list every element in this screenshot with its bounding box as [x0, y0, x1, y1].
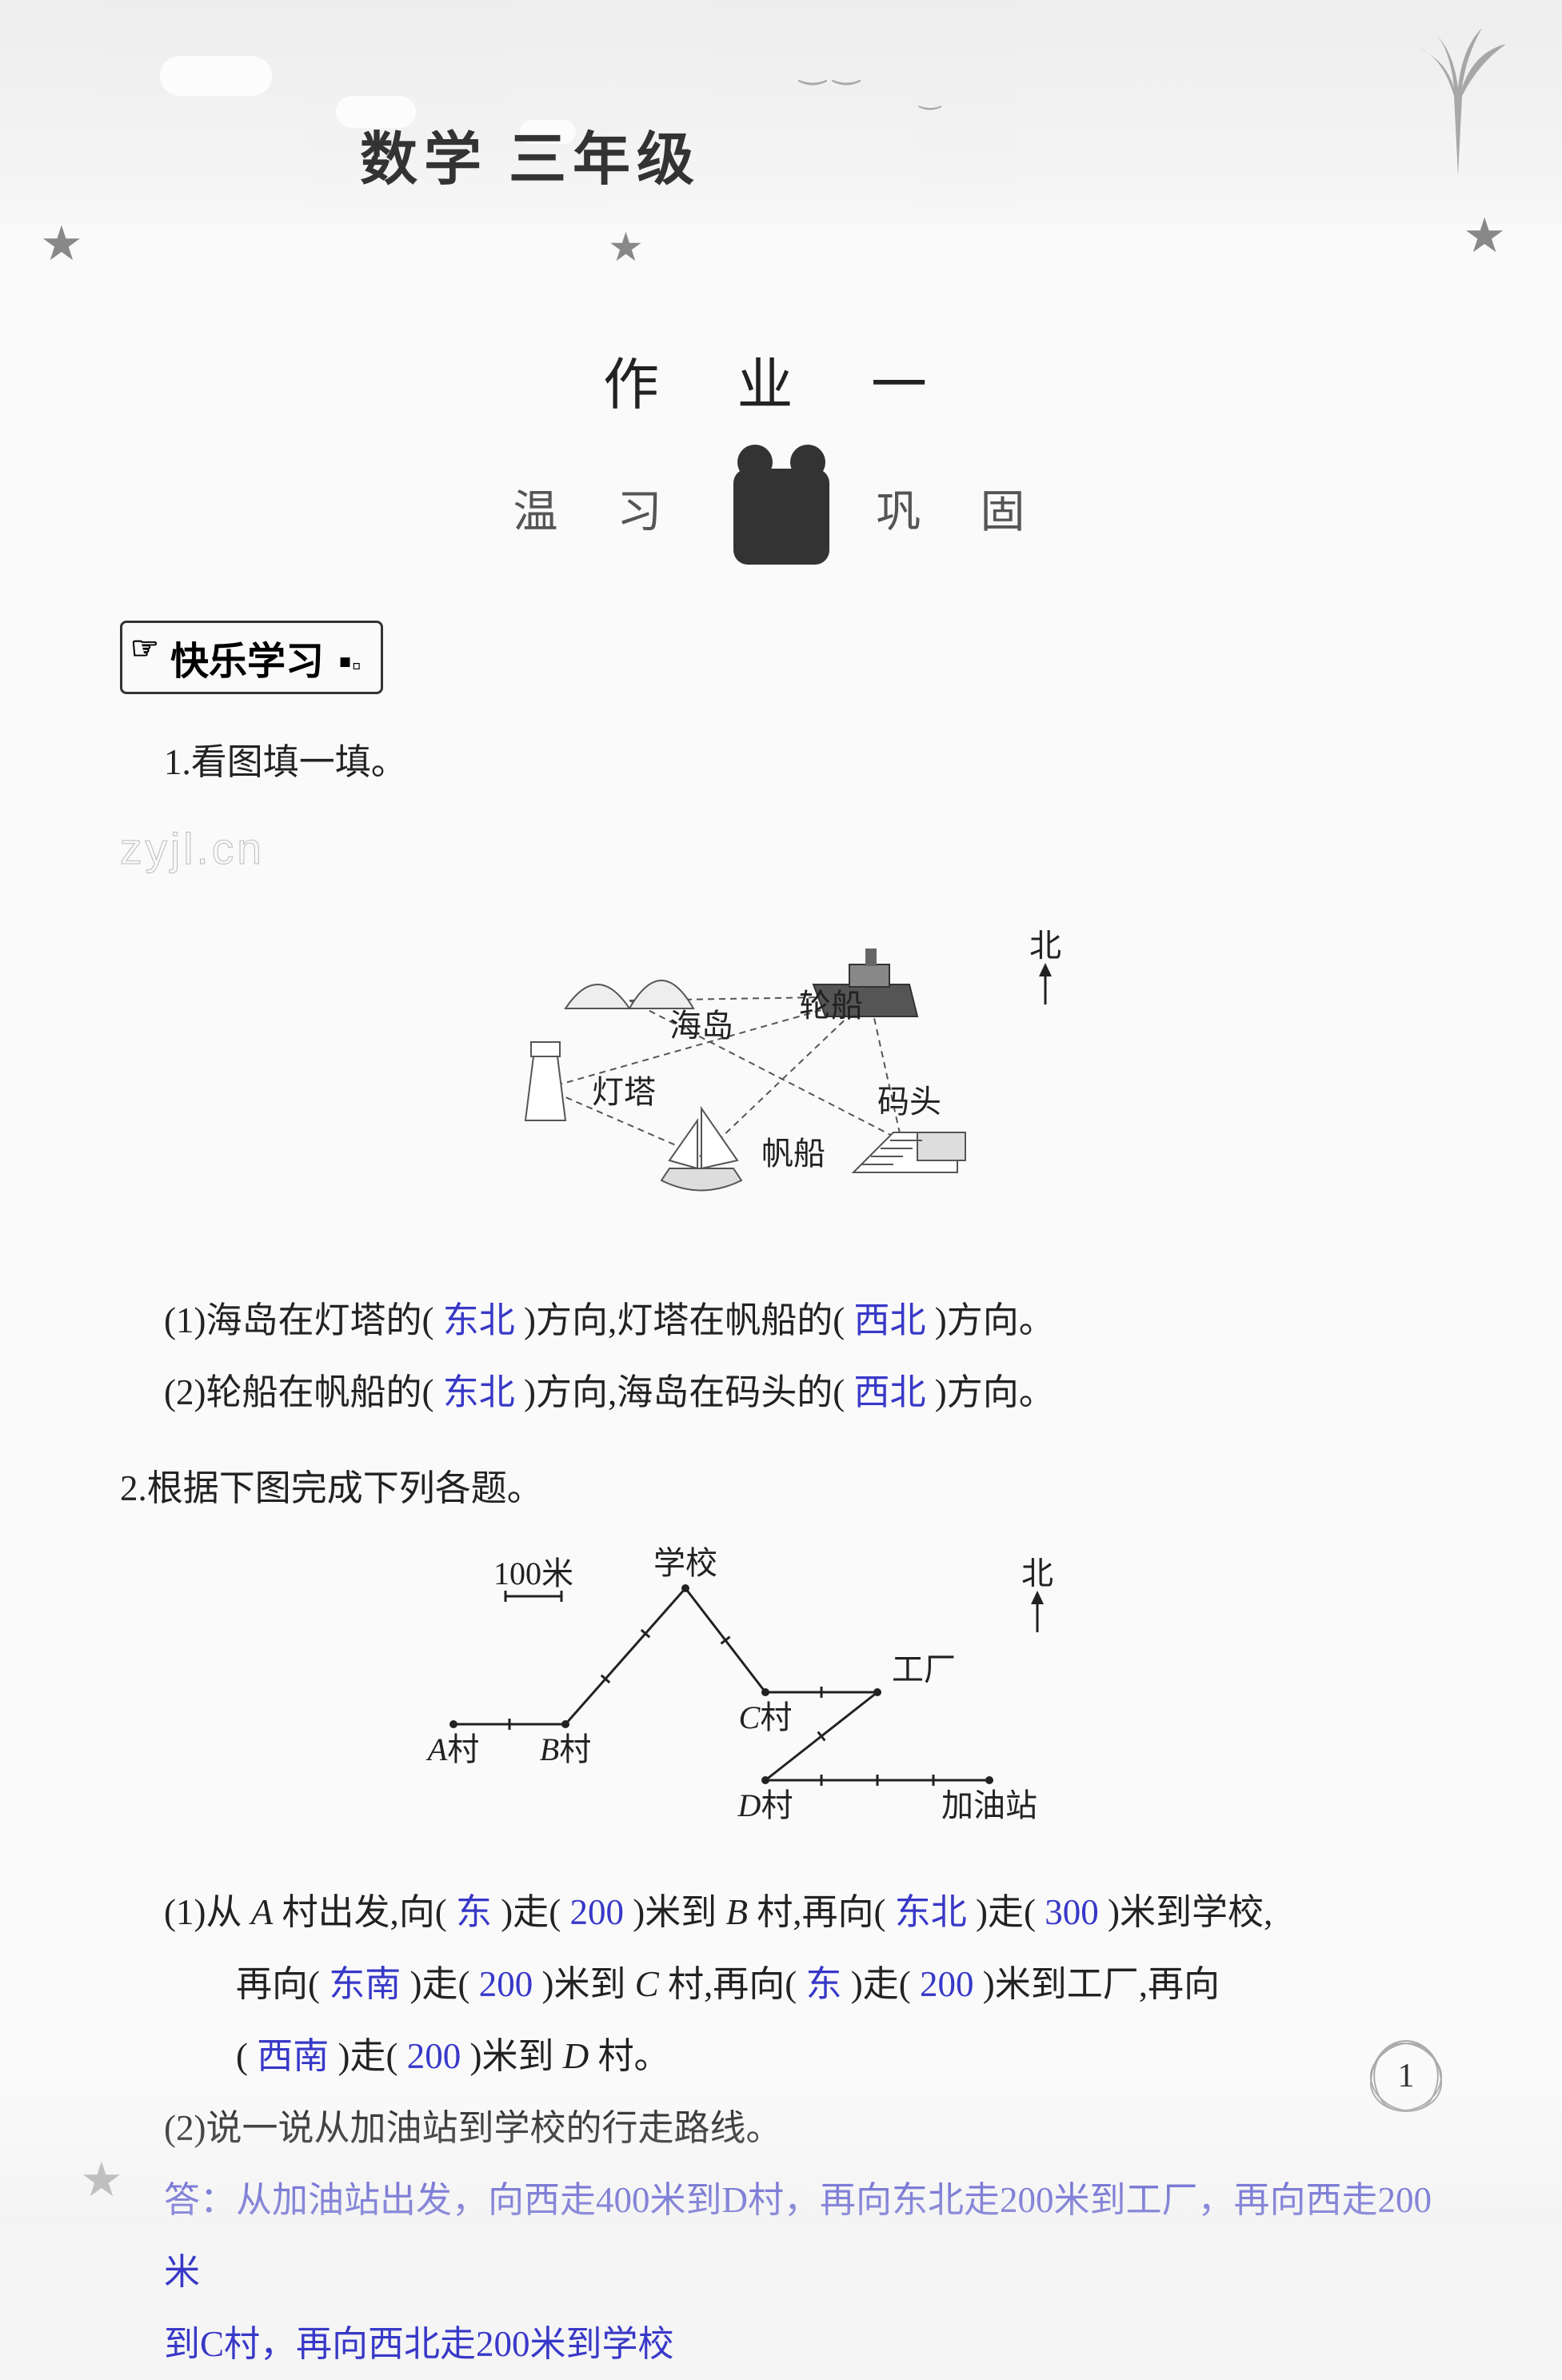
banner-left: 温 习	[513, 488, 686, 537]
q2-text: 根据下图完成下列各题。	[147, 1468, 543, 1508]
q1s1-prefix: (1)海岛在灯塔的(	[164, 1300, 443, 1340]
answer: 西南	[257, 2036, 329, 2076]
answer: 300	[1045, 1892, 1099, 1932]
map-diagram: 海岛灯塔帆船 轮船码头 北	[421, 908, 1141, 1244]
answer: 200	[479, 1964, 533, 2004]
q2-number: 2.	[120, 1468, 147, 1508]
bird-deco: ‿ ‿	[800, 48, 859, 86]
section-label: 快乐学习 ▪▫	[120, 621, 383, 694]
answer: 200	[407, 2036, 461, 2076]
text: )走(	[492, 1892, 569, 1932]
q1s1-ans2: 西北	[853, 1300, 925, 1340]
q1-sub1: (1)海岛在灯塔的( 东北 )方向,灯塔在帆船的( 西北 )方向。	[164, 1284, 1442, 1356]
text: (1)从	[164, 1892, 251, 1932]
north-label: 北	[1029, 928, 1061, 964]
text: )走(	[401, 1964, 478, 2004]
banner-right: 巩 固	[877, 488, 1049, 537]
svg-text:码头: 码头	[877, 1084, 941, 1120]
answer: 200	[920, 1964, 974, 2004]
svg-text:轮船: 轮船	[799, 988, 863, 1024]
q1-number: 1.	[164, 742, 191, 782]
q2-sub2-answer-line2: 到C村，再向西北走200米到学校	[164, 2308, 1442, 2380]
q1-sub2: (2)轮船在帆船的( 东北 )方向,海岛在码头的( 西北 )方向。	[164, 1356, 1442, 1428]
section-banner: 温 习 巩 固	[120, 469, 1442, 565]
scale-label: 100米	[493, 1555, 573, 1591]
star-deco: ★	[80, 2152, 123, 2208]
text: 村出发,向(	[273, 1892, 456, 1932]
q1-stem: 1.看图填一填。	[164, 726, 1442, 798]
answer: 200	[569, 1892, 624, 1932]
q1s1-ans1: 东北	[443, 1300, 515, 1340]
village-label: B	[725, 1892, 748, 1932]
answer: 东南	[329, 1964, 401, 2004]
text: 村,再向(	[659, 1964, 806, 2004]
svg-text:学校: 学校	[653, 1545, 717, 1581]
text: 再向(	[236, 1964, 329, 2004]
q2-sub1-line2: 再向( 东南 )走( 200 )米到 C 村,再向( 东 )走( 200 )米到…	[236, 1948, 1442, 2020]
village-label: D	[563, 2036, 589, 2076]
svg-text:加油站: 加油站	[941, 1787, 1037, 1823]
svg-text:C村: C村	[738, 1699, 792, 1735]
svg-text:D村: D村	[737, 1787, 793, 1823]
star-deco: ★	[40, 216, 83, 272]
q1s2-ans1: 东北	[443, 1372, 515, 1412]
assignment-title: 作 业 一	[120, 340, 1442, 421]
text: )米到	[624, 1892, 726, 1932]
text: )米到学校,	[1099, 1892, 1273, 1932]
answer: 东	[456, 1892, 492, 1932]
mascot-icon	[733, 469, 829, 565]
text: )米到	[461, 2036, 563, 2076]
text: 村。	[589, 2036, 669, 2076]
q1s2-prefix: (2)轮船在帆船的(	[164, 1372, 443, 1412]
star-deco: ★	[1463, 208, 1506, 264]
svg-text:A村: A村	[425, 1731, 478, 1767]
route-diagram: 100米 北 A村 B村 学校 C村 工厂 D村 加油站	[382, 1540, 1181, 1836]
village-label: A	[251, 1892, 274, 1932]
footer-decoration: ★	[0, 2080, 1562, 2224]
header-subject-grade: 数学 三年级	[360, 112, 1442, 196]
star-deco: ★	[608, 224, 644, 270]
text: )走(	[842, 1964, 920, 2004]
north-label-fig2: 北	[1021, 1555, 1053, 1591]
dots-icon: ▪▫	[338, 640, 361, 684]
text: )米到	[533, 1964, 635, 2004]
watermark: zyjl.cn	[120, 805, 1442, 892]
q2-stem: 2.根据下图完成下列各题。	[120, 1452, 1442, 1524]
answer: 东	[806, 1964, 842, 2004]
q1s2-ans2: 西北	[853, 1372, 925, 1412]
q2-sub1-line1: (1)从 A 村出发,向( 东 )走( 200 )米到 B 村,再向( 东北 )…	[164, 1876, 1442, 1948]
q1s2-mid: )方向,海岛在码头的(	[515, 1372, 854, 1412]
q1s1-suffix: )方向。	[925, 1300, 1054, 1340]
text: )走(	[329, 2036, 406, 2076]
text: 村,再向(	[748, 1892, 895, 1932]
svg-text:灯塔: 灯塔	[592, 1074, 656, 1110]
page-container: ‿ ‿ ‿ ★ ★ ★ 数学 三年级 作 业 一 温 习 巩 固 快乐学习 ▪▫…	[0, 0, 1562, 2224]
section-label-text: 快乐学习	[170, 641, 324, 683]
svg-text:工厂: 工厂	[892, 1651, 956, 1687]
village-label: C	[635, 1964, 659, 2004]
q1s2-suffix: )方向。	[925, 1372, 1054, 1412]
text: )走(	[967, 1892, 1045, 1932]
q1s1-mid: )方向,灯塔在帆船的(	[515, 1300, 854, 1340]
svg-text:海岛: 海岛	[669, 1008, 733, 1044]
answer: 东北	[895, 1892, 967, 1932]
svg-text:B村: B村	[539, 1731, 590, 1767]
svg-text:帆船: 帆船	[761, 1136, 825, 1172]
q1-text: 看图填一填。	[191, 742, 407, 782]
text: )米到工厂,再向	[974, 1964, 1220, 2004]
bird-deco: ‿	[920, 80, 941, 110]
text: (	[236, 2036, 257, 2076]
q1-figure: 海岛灯塔帆船 轮船码头 北	[120, 908, 1442, 1268]
q2-figure: 100米 北 A村 B村 学校 C村 工厂 D村 加油站	[120, 1540, 1442, 1860]
cloud-deco	[160, 56, 272, 96]
